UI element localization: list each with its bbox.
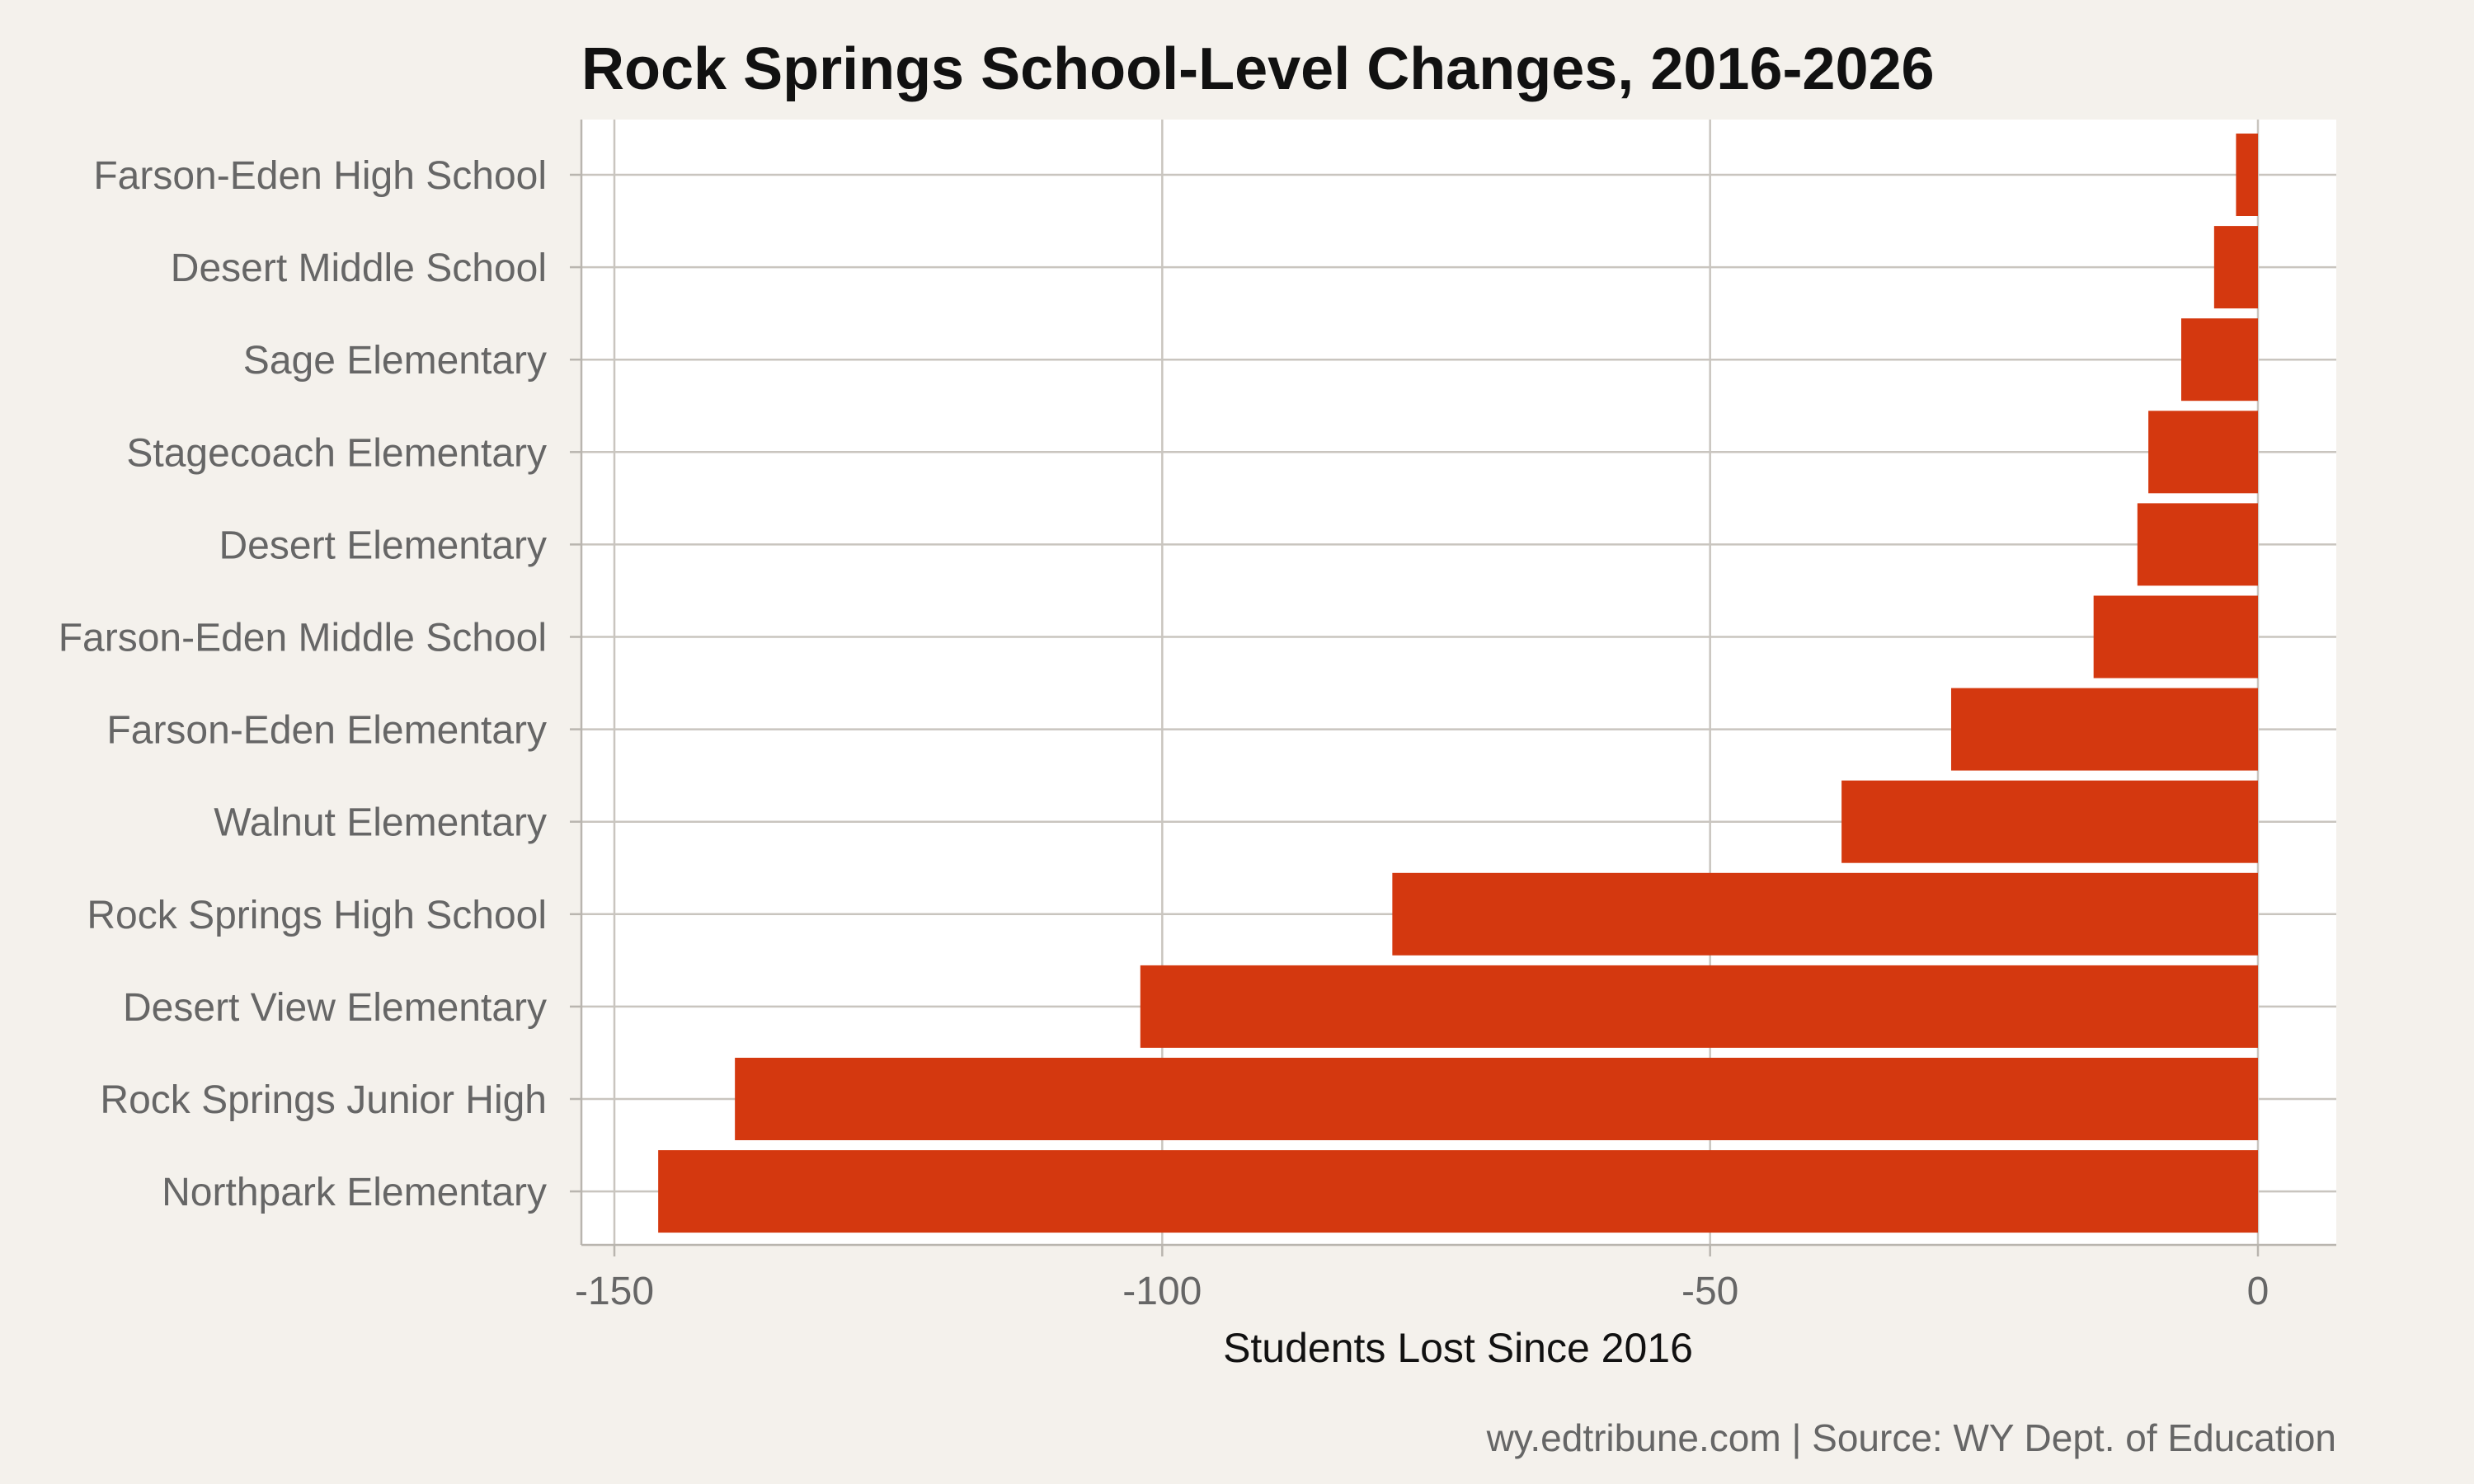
bar-sage-elementary bbox=[2180, 318, 2258, 402]
plot-panel bbox=[581, 120, 2336, 1245]
category-label: Rock Springs Junior High bbox=[100, 1078, 547, 1122]
category-label: Desert Middle School bbox=[171, 247, 547, 290]
bar-rock-springs-junior-high bbox=[735, 1058, 2258, 1140]
bars-layer bbox=[658, 134, 2258, 1233]
chart-title: Rock Springs School-Level Changes, 2016-… bbox=[581, 36, 1935, 102]
category-label: Farson-Eden Middle School bbox=[59, 617, 547, 660]
category-label: Sage Elementary bbox=[243, 339, 547, 383]
bar-farson-eden-middle-school bbox=[2093, 595, 2258, 679]
x-axis-title: Students Lost Since 2016 bbox=[1223, 1325, 1693, 1371]
category-label: Farson-Eden High School bbox=[93, 154, 547, 198]
category-label: Farson-Eden Elementary bbox=[106, 709, 547, 753]
category-label: Walnut Elementary bbox=[214, 801, 547, 845]
axis-layer bbox=[570, 120, 2336, 1256]
bar-northpark-elementary bbox=[658, 1150, 2258, 1233]
category-label: Desert Elementary bbox=[219, 524, 547, 567]
bar-farson-eden-high-school bbox=[2236, 134, 2258, 216]
category-label: Northpark Elementary bbox=[162, 1171, 547, 1214]
x-tick-label: 0 bbox=[2247, 1270, 2269, 1313]
bar-stagecoach-elementary bbox=[2148, 411, 2258, 494]
category-label: Stagecoach Elementary bbox=[126, 431, 547, 475]
x-tick-label: -150 bbox=[575, 1270, 654, 1313]
bar-walnut-elementary bbox=[1841, 780, 2258, 863]
source-caption: wy.edtribune.com | Source: WY Dept. of E… bbox=[1486, 1416, 2336, 1459]
bar-desert-view-elementary bbox=[1140, 965, 2258, 1048]
x-tick-label: -100 bbox=[1122, 1270, 1202, 1313]
bar-rock-springs-high-school bbox=[1392, 872, 2258, 956]
category-label: Desert View Elementary bbox=[123, 986, 547, 1030]
x-tick-label: -50 bbox=[1681, 1270, 1738, 1313]
bar-farson-eden-elementary bbox=[1950, 688, 2258, 771]
category-label: Rock Springs High School bbox=[87, 894, 547, 937]
bar-desert-middle-school bbox=[2213, 226, 2258, 309]
bar-desert-elementary bbox=[2137, 503, 2258, 586]
labels-layer: -150 -100 -50 0 Farson-Eden High School Deser… bbox=[59, 154, 2269, 1313]
